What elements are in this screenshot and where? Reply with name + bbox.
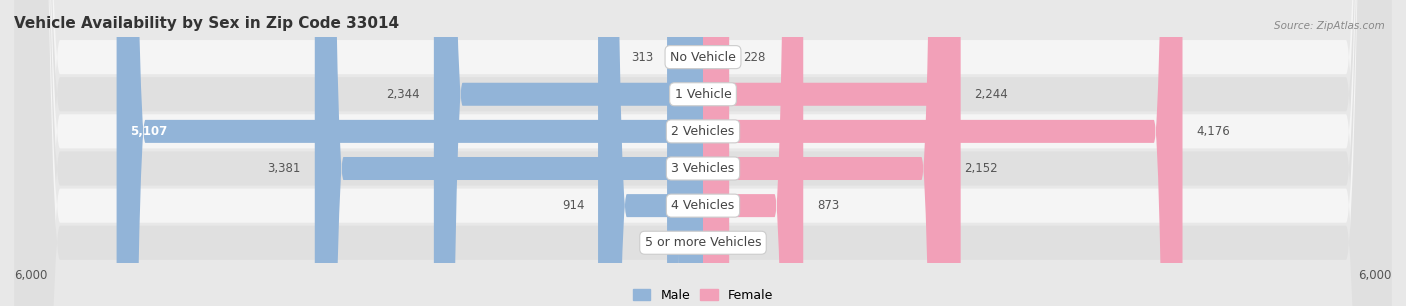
Text: Vehicle Availability by Sex in Zip Code 33014: Vehicle Availability by Sex in Zip Code …: [14, 17, 399, 32]
FancyBboxPatch shape: [14, 0, 1392, 306]
FancyBboxPatch shape: [315, 0, 703, 306]
Text: 4,176: 4,176: [1197, 125, 1230, 138]
Text: 107: 107: [655, 236, 676, 249]
Text: 228: 228: [742, 50, 765, 64]
FancyBboxPatch shape: [14, 0, 1392, 306]
FancyBboxPatch shape: [14, 0, 1392, 306]
FancyBboxPatch shape: [117, 0, 703, 306]
FancyBboxPatch shape: [703, 0, 730, 306]
Text: 2,344: 2,344: [387, 88, 420, 101]
Text: 3,381: 3,381: [267, 162, 301, 175]
FancyBboxPatch shape: [434, 0, 703, 306]
Text: 1 Vehicle: 1 Vehicle: [675, 88, 731, 101]
Text: 6,000: 6,000: [14, 270, 48, 282]
Text: Source: ZipAtlas.com: Source: ZipAtlas.com: [1274, 21, 1385, 32]
Text: 3 Vehicles: 3 Vehicles: [672, 162, 734, 175]
Text: 4 Vehicles: 4 Vehicles: [672, 199, 734, 212]
FancyBboxPatch shape: [703, 0, 803, 306]
Text: 914: 914: [562, 199, 585, 212]
Legend: Male, Female: Male, Female: [628, 284, 778, 306]
Text: 2,244: 2,244: [974, 88, 1008, 101]
Text: No Vehicle: No Vehicle: [671, 50, 735, 64]
Text: 5 or more Vehicles: 5 or more Vehicles: [645, 236, 761, 249]
Text: 6,000: 6,000: [1358, 270, 1392, 282]
Text: 873: 873: [817, 199, 839, 212]
FancyBboxPatch shape: [703, 0, 960, 306]
Text: 2,152: 2,152: [965, 162, 997, 175]
FancyBboxPatch shape: [598, 0, 703, 306]
FancyBboxPatch shape: [703, 0, 1182, 306]
Text: 73: 73: [725, 236, 740, 249]
Text: 2 Vehicles: 2 Vehicles: [672, 125, 734, 138]
FancyBboxPatch shape: [14, 0, 1392, 306]
FancyBboxPatch shape: [14, 0, 1392, 306]
FancyBboxPatch shape: [703, 0, 711, 306]
FancyBboxPatch shape: [690, 0, 703, 306]
FancyBboxPatch shape: [666, 0, 703, 306]
Text: 313: 313: [631, 50, 654, 64]
FancyBboxPatch shape: [703, 0, 950, 306]
FancyBboxPatch shape: [14, 0, 1392, 306]
Text: 5,107: 5,107: [131, 125, 167, 138]
